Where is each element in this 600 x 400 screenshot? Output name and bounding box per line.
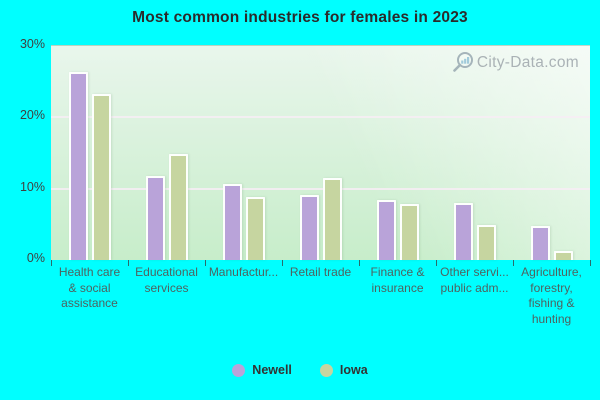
magnifier-icon [453,52,473,72]
axis-tick [51,260,52,266]
category-label-line: Finance & [370,265,425,279]
bar-newell [222,184,242,260]
bar-group [51,46,128,260]
category-label-line: fishing & [528,296,575,310]
bar-newell [376,200,396,260]
bar-newell [299,195,319,260]
category-label-line: insurance [371,280,424,295]
watermark: City-Data.com [451,51,579,74]
legend-item-newell: Newell [232,363,292,377]
category-label: Educational services [128,265,205,296]
bar-iowa [245,197,265,260]
y-axis-label: 30% [19,37,45,51]
bar-iowa [322,178,342,260]
bar-iowa [168,154,188,260]
bar-iowa [553,251,573,260]
category-label-line: Educational [135,265,198,279]
category-label-line: Retail trade [289,265,352,279]
legend-swatch [319,363,333,377]
gridline [51,116,590,119]
legend: Newell Iowa [0,363,600,377]
category-label-line: hunting [531,311,572,326]
bar-newell [453,203,473,260]
bar-newell [68,72,88,260]
bar-group [205,46,282,260]
category-label: Retail trade [282,265,359,281]
chart-title: Most common industries for females in 20… [132,9,468,26]
category-label-line: assistance [61,296,118,310]
category-label-line: Other servi... [440,265,509,279]
bar-iowa [91,94,111,260]
legend-label: Iowa [339,363,368,377]
gridline [51,187,590,190]
category-label-line: services [144,280,189,295]
bar-group [282,46,359,260]
axis-tick [359,260,360,266]
axis-tick [513,260,514,266]
category-label-line: public adm... [440,280,509,295]
axis-tick [128,260,129,266]
bar-newell [530,226,550,260]
bar-iowa [399,204,419,260]
axis-tick [205,260,206,266]
category-label: Agriculture, forestry, fishing & hunting [513,265,590,327]
category-label: Health care & social assistance [51,265,128,312]
bar-group [436,46,513,260]
bar-group [359,46,436,260]
axis-tick [590,260,591,266]
axis-tick [436,260,437,266]
category-label-line: Agriculture, [521,265,582,279]
legend-swatch [232,363,246,377]
y-axis-label: 10% [19,179,45,194]
y-axis-label: 0% [26,251,45,265]
legend-label: Newell [252,363,292,377]
bar-iowa [476,225,496,260]
category-label-line: forestry, [530,280,573,295]
category-label-line: & social [68,280,111,295]
category-label: Other servi... public adm... [436,265,513,296]
legend-item-iowa: Iowa [319,363,368,377]
y-axis-label: 20% [19,108,45,123]
category-label-line: Health care [58,265,121,279]
category-label: Finance & insurance [359,265,436,296]
category-label-line: Manufactur... [208,265,279,279]
category-label: Manufactur... [205,265,282,281]
axis-tick [282,260,283,266]
watermark-text: City-Data.com [476,53,579,71]
bar-newell [145,176,165,260]
bar-group [128,46,205,260]
plot-area: City-Data.com [51,45,590,260]
bar-group [513,46,590,260]
